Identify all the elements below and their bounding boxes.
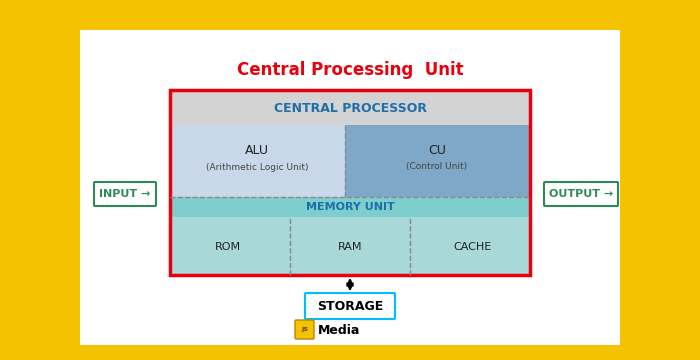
Bar [170, 217, 530, 275]
Bar [170, 90, 530, 275]
FancyBboxPatch shape [295, 320, 314, 339]
Text: (Arithmetic Logic Unit): (Arithmetic Logic Unit) [206, 162, 308, 171]
Bar [170, 90, 530, 125]
Text: Central Processing  Unit: Central Processing Unit [237, 61, 463, 79]
Text: Media: Media [318, 324, 360, 337]
Bar [80, 30, 620, 345]
Text: STORAGE: STORAGE [317, 300, 383, 312]
Text: CACHE: CACHE [453, 242, 491, 252]
Text: OUTPUT →: OUTPUT → [549, 189, 613, 199]
Text: JS: JS [301, 327, 308, 332]
Text: (Control Unit): (Control Unit) [407, 162, 468, 171]
FancyBboxPatch shape [544, 182, 618, 206]
Text: RAM: RAM [337, 242, 363, 252]
Text: ROM: ROM [215, 242, 241, 252]
Bar [170, 197, 530, 217]
FancyBboxPatch shape [94, 182, 156, 206]
FancyBboxPatch shape [305, 293, 395, 319]
Text: CU: CU [428, 144, 446, 158]
Text: CENTRAL PROCESSOR: CENTRAL PROCESSOR [274, 102, 426, 114]
Bar [345, 125, 530, 197]
Text: INPUT →: INPUT → [99, 189, 150, 199]
Bar [170, 125, 345, 197]
Text: ALU: ALU [245, 144, 269, 158]
Text: MEMORY UNIT: MEMORY UNIT [306, 202, 394, 212]
